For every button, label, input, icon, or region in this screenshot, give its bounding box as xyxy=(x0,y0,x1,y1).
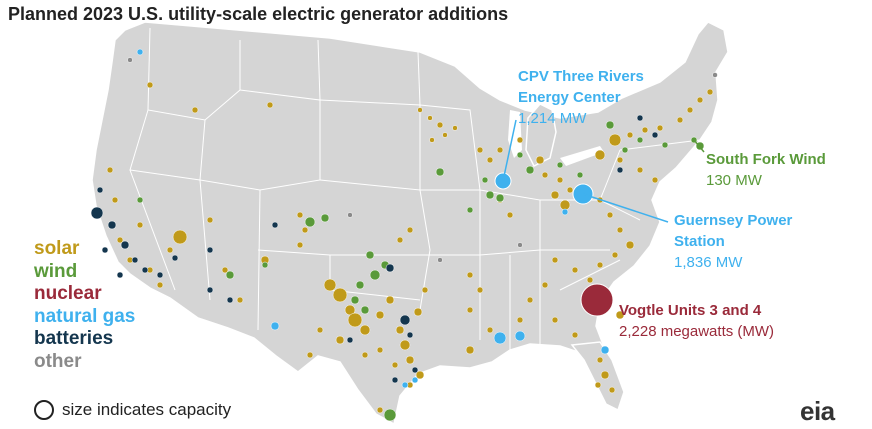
size-ring-icon xyxy=(34,400,54,420)
lake-erie xyxy=(560,146,604,166)
generator-dots xyxy=(90,48,718,422)
legend-other: other xyxy=(34,350,82,372)
legend-natural-gas: natural gas xyxy=(34,305,136,327)
cpv-capacity: 1,214 MW xyxy=(518,110,587,127)
south-fork-capacity: 130 MW xyxy=(706,172,762,189)
vogtle-dot xyxy=(580,283,614,317)
cpv-name-line1: CPV Three Rivers xyxy=(518,68,644,85)
guernsey-name-line1: Guernsey Power xyxy=(674,212,793,229)
wind-dots xyxy=(136,120,705,422)
guernsey-capacity: 1,836 MW xyxy=(674,254,743,271)
callout-vogtle: Vogtle Units 3 and 4 2,228 megawatts (MW… xyxy=(619,300,774,342)
size-note: size indicates capacity xyxy=(34,400,231,420)
legend-nuclear: nuclear xyxy=(34,283,102,304)
cpv-name-line2: Energy Center xyxy=(518,89,621,106)
south-fork-leader xyxy=(693,139,705,153)
other-dots xyxy=(127,57,718,263)
cpv-leader xyxy=(502,119,517,182)
legend-solar: solar xyxy=(34,238,80,259)
vogtle-name: Vogtle Units 3 and 4 xyxy=(619,302,762,319)
gas-dots xyxy=(136,48,610,389)
lake-michigan xyxy=(508,110,522,158)
callout-guernsey: Guernsey Power Station 1,836 MW xyxy=(674,210,792,273)
vogtle-capacity: 2,228 megawatts (MW) xyxy=(619,323,775,340)
legend: solar wind nuclear natural gas batteries… xyxy=(34,238,135,373)
callout-cpv: CPV Three Rivers Energy Center 1,214 MW xyxy=(518,66,644,129)
guernsey-leader xyxy=(582,193,669,223)
michigan-peninsula xyxy=(525,103,557,168)
florida-peninsula xyxy=(570,341,625,412)
south-fork-name: South Fork Wind xyxy=(706,151,826,168)
eia-logo: eia xyxy=(800,396,835,426)
guernsey-name-line2: Station xyxy=(674,233,725,250)
legend-batteries: batteries xyxy=(34,328,114,349)
legend-wind: wind xyxy=(34,260,78,282)
callout-south-fork: South Fork Wind 130 MW xyxy=(706,149,826,191)
size-note-text: size indicates capacity xyxy=(62,400,232,419)
leader-lines xyxy=(502,119,669,223)
chart-title: Planned 2023 U.S. utility-scale electric… xyxy=(8,4,509,24)
battery-dots xyxy=(90,114,659,384)
solar-dots xyxy=(106,81,714,414)
